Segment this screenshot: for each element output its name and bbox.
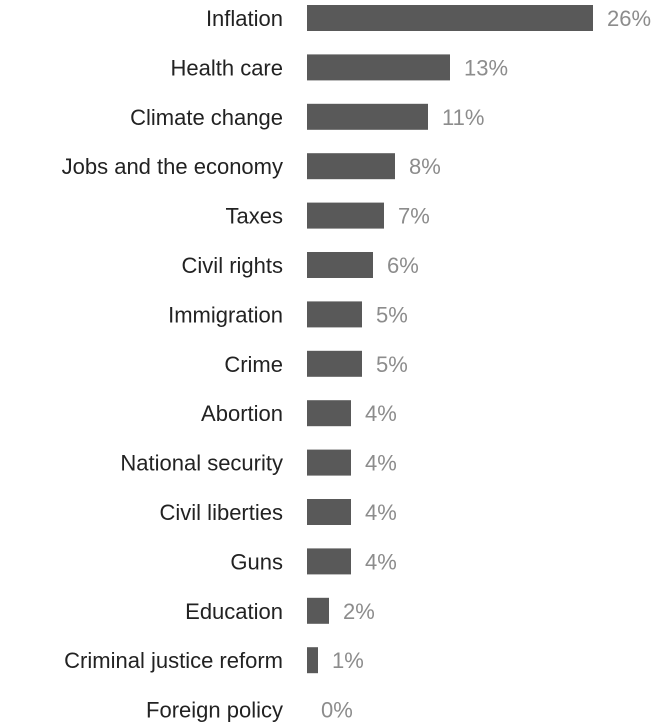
bars-group <box>307 5 593 674</box>
category-label: National security <box>120 451 283 476</box>
value-label: 7% <box>398 204 430 229</box>
category-label: Jobs and the economy <box>62 154 283 179</box>
value-label: 4% <box>365 500 397 525</box>
value-label: 4% <box>365 451 397 476</box>
bar-5 <box>307 252 373 278</box>
category-label: Taxes <box>226 204 283 229</box>
value-label: 5% <box>376 302 408 327</box>
bar-12 <box>307 597 329 624</box>
category-label: Immigration <box>168 302 283 327</box>
category-label: Civil liberties <box>160 500 283 525</box>
category-label: Foreign policy <box>146 698 283 722</box>
category-label: Criminal justice reform <box>64 648 283 673</box>
category-label: Health care <box>170 55 283 80</box>
bar-7 <box>307 350 362 377</box>
category-label: Civil rights <box>182 253 283 278</box>
value-label: 0% <box>321 698 353 722</box>
value-label: 6% <box>387 253 419 278</box>
category-label: Climate change <box>130 105 283 130</box>
value-label: 8% <box>409 154 441 179</box>
bar-10 <box>307 499 351 525</box>
value-label: 13% <box>464 55 508 80</box>
category-label: Guns <box>230 549 283 574</box>
value-label: 4% <box>365 549 397 574</box>
value-label: 11% <box>442 105 484 130</box>
value-label: 1% <box>332 648 364 673</box>
value-labels-group: 26% 13% 11%8% 7% 6% 5% 5% 4% 4% 4% 4% 2% 1% 0% <box>321 6 651 722</box>
bar-6 <box>307 301 362 328</box>
value-label: 2% <box>343 599 375 624</box>
bar-1 <box>307 54 450 81</box>
bar-8 <box>307 400 351 427</box>
bar-0 <box>307 5 593 31</box>
value-label: 4% <box>365 401 397 426</box>
category-labels-group: Inflation Health care Climate change Jobs a… <box>62 6 283 722</box>
bar-11 <box>307 548 351 575</box>
bar-3 <box>307 153 395 180</box>
value-label: 5% <box>376 352 408 377</box>
category-label: Education <box>185 599 283 624</box>
bar-2 <box>307 103 428 130</box>
value-label: 26% <box>607 6 651 31</box>
bar-9 <box>307 449 351 476</box>
category-label: Inflation <box>206 6 283 31</box>
bar-4 <box>307 202 384 229</box>
category-label: Abortion <box>201 401 283 426</box>
category-label: Crime <box>224 352 283 377</box>
bar-13 <box>307 647 318 674</box>
